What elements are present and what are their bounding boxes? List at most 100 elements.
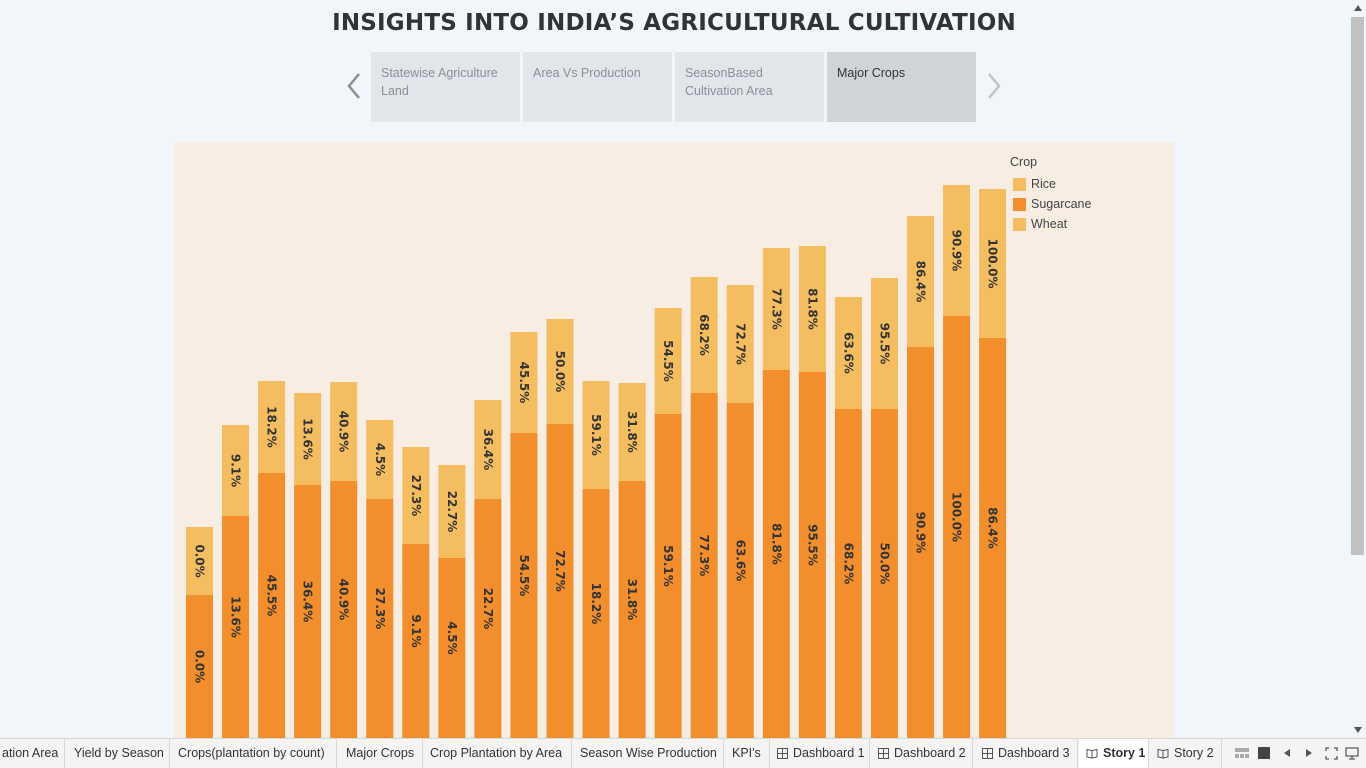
bar-segment-rice[interactable] — [582, 381, 610, 489]
bar-segment-sugarcane[interactable] — [762, 370, 790, 738]
bar-segment-sugarcane[interactable] — [402, 544, 430, 738]
tab-major-crops[interactable]: Major Crops — [339, 739, 423, 768]
bar-segment-rice[interactable] — [546, 319, 574, 424]
bar-segment-sugarcane[interactable] — [979, 338, 1007, 738]
data-label-sugarcane: 18.2% — [589, 583, 603, 625]
bar-segment-sugarcane[interactable] — [366, 499, 394, 738]
bar-segment-rice[interactable] — [474, 400, 502, 499]
legend-label: Sugarcane — [1031, 197, 1092, 211]
bar-segment-sugarcane[interactable] — [438, 558, 466, 738]
tab-crops-plantation-by-count[interactable]: Crops(plantation by count) — [171, 739, 337, 768]
story-point-statewise[interactable]: Statewise Agriculture Land — [371, 52, 520, 122]
bar-segment-sugarcane[interactable] — [510, 433, 538, 738]
data-label-sugarcane: 72.7% — [553, 550, 567, 592]
data-label-sugarcane: 45.5% — [265, 575, 279, 617]
bar-segment-rice[interactable] — [618, 383, 646, 481]
bar-segment-sugarcane[interactable] — [943, 316, 971, 738]
bar-segment-rice[interactable] — [294, 393, 322, 485]
present-mode-button[interactable] — [1343, 744, 1361, 762]
bar-segment-sugarcane[interactable] — [618, 481, 646, 738]
dashboard-icon — [777, 748, 788, 759]
data-label-sugarcane: 59.1% — [661, 545, 675, 587]
story-point-label: Area Vs Production — [533, 66, 641, 80]
bar-segment-sugarcane[interactable] — [258, 473, 286, 738]
bar-segment-rice[interactable] — [943, 185, 971, 316]
bar-segment-sugarcane[interactable] — [834, 409, 862, 738]
bar-segment-sugarcane[interactable] — [582, 489, 610, 738]
bar-segment-sugarcane[interactable] — [330, 481, 358, 738]
tab-label: Dashboard 3 — [998, 746, 1070, 760]
bar-segment-sugarcane[interactable] — [907, 347, 934, 738]
story-icon — [1086, 748, 1098, 759]
filmstrip-icon — [1235, 748, 1249, 758]
data-label-sugarcane: 54.5% — [517, 555, 531, 597]
bar-segment-rice[interactable] — [510, 332, 538, 433]
show-tabs-button[interactable] — [1255, 744, 1273, 762]
tab-crop-plantation-by-area[interactable]: Crop Plantation by Area — [423, 739, 572, 768]
tab-label: Dashboard 1 — [793, 746, 865, 760]
bar-segment-sugarcane[interactable] — [186, 595, 213, 738]
bar-segment-sugarcane[interactable] — [222, 516, 250, 738]
bar-segment-rice[interactable] — [762, 248, 790, 370]
data-label-sugarcane: 86.4% — [986, 507, 1000, 549]
bar-segment-sugarcane[interactable] — [546, 424, 574, 738]
story-point-season-based[interactable]: SeasonBased Cultivation Area — [675, 52, 824, 122]
show-filmstrip-button[interactable] — [1233, 744, 1251, 762]
bar-segment-rice[interactable] — [330, 382, 358, 481]
data-label-sugarcane: 100.0% — [950, 492, 964, 542]
tab-story-1[interactable]: Story 1 — [1079, 739, 1149, 768]
bar-segment-rice[interactable] — [798, 246, 826, 372]
legend-item-sugarcane[interactable]: Sugarcane — [1010, 194, 1091, 214]
story-point-area-vs-production[interactable]: Area Vs Production — [523, 52, 672, 122]
tab-dashboard-1[interactable]: Dashboard 1 — [770, 739, 870, 768]
bar-segment-rice[interactable] — [907, 216, 934, 347]
bar-segment-sugarcane[interactable] — [690, 393, 718, 738]
scroll-up-button[interactable] — [1350, 0, 1366, 16]
bar-segment-rice[interactable] — [690, 277, 718, 393]
legend-item-rice[interactable]: Rice — [1010, 174, 1091, 194]
fullscreen-button[interactable] — [1322, 744, 1340, 762]
tab-label: Story 2 — [1174, 746, 1214, 760]
data-label-sugarcane: 90.9% — [914, 512, 928, 554]
previous-story-point-button[interactable] — [342, 68, 366, 104]
scroll-tabs-right-button[interactable] — [1300, 744, 1318, 762]
tab-kpis[interactable]: KPI's — [725, 739, 770, 768]
tab-dashboard-2[interactable]: Dashboard 2 — [871, 739, 973, 768]
next-story-point-button[interactable] — [982, 68, 1006, 104]
bar-segment-sugarcane[interactable] — [726, 403, 754, 738]
bar-segment-rice[interactable] — [186, 527, 213, 595]
bar-segment-sugarcane[interactable] — [870, 409, 898, 738]
bar-segment-sugarcane[interactable] — [798, 372, 826, 738]
bar-segment-rice[interactable] — [402, 447, 430, 544]
scroll-down-button[interactable] — [1350, 722, 1366, 738]
presentation-icon — [1345, 746, 1359, 760]
bar-segment-rice[interactable] — [438, 465, 466, 558]
bar-segment-rice[interactable] — [654, 308, 682, 414]
bar-segment-rice[interactable] — [726, 285, 754, 403]
scrollbar-thumb[interactable] — [1351, 17, 1364, 555]
tab-season-wise-production[interactable]: Season Wise Production — [573, 739, 724, 768]
tab-cultivation-area[interactable]: ation Area — [0, 739, 65, 768]
tab-label: Dashboard 2 — [894, 746, 966, 760]
data-label-sugarcane: 22.7% — [481, 588, 495, 630]
data-label-sugarcane: 77.3% — [697, 535, 711, 577]
story-point-major-crops[interactable]: Major Crops — [827, 52, 976, 122]
tab-dashboard-3[interactable]: Dashboard 3 — [975, 739, 1078, 768]
bar-segment-rice[interactable] — [366, 420, 394, 499]
stacked-bar-chart: 0.0% 0.0% 9.1% 13.6% 18.2% 45.5% 13.6% 36.4% 40.… — [186, 185, 1007, 738]
bar-segment-sugarcane[interactable] — [654, 414, 682, 738]
tab-story-2[interactable]: Story 2 — [1150, 739, 1222, 768]
bar-segment-sugarcane[interactable] — [474, 499, 502, 738]
bar-segment-sugarcane[interactable] — [294, 485, 322, 738]
bar-segment-rice[interactable] — [979, 189, 1007, 338]
tab-yield-by-season[interactable]: Yield by Season — [67, 739, 170, 768]
bar-segment-rice[interactable] — [222, 425, 250, 516]
bar-segment-rice[interactable] — [870, 278, 898, 409]
legend-item-wheat[interactable]: Wheat — [1010, 214, 1091, 234]
data-label-rice: 27.3% — [409, 475, 423, 517]
bar-segment-rice[interactable] — [258, 381, 286, 473]
scroll-tabs-left-button[interactable] — [1278, 744, 1296, 762]
legend-swatch-sugarcane — [1013, 197, 1026, 211]
bar-segment-rice[interactable] — [834, 297, 862, 409]
data-label-sugarcane: 81.8% — [769, 523, 783, 565]
